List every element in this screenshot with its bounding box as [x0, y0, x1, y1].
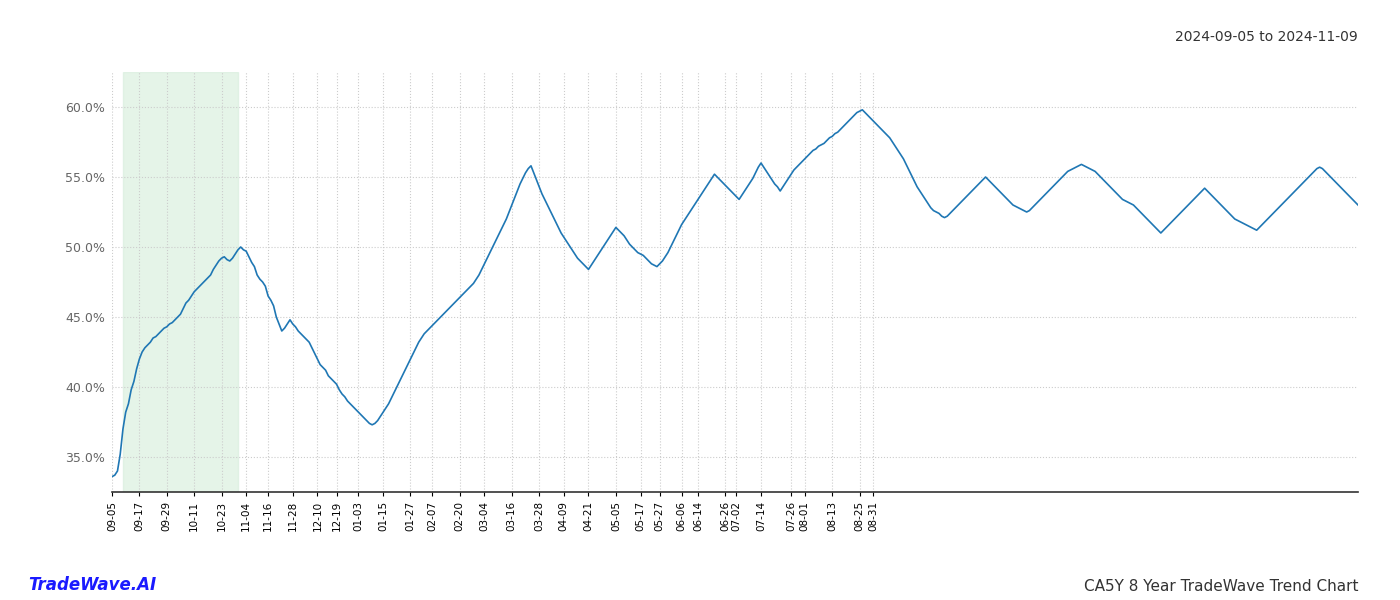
Text: CA5Y 8 Year TradeWave Trend Chart: CA5Y 8 Year TradeWave Trend Chart — [1084, 579, 1358, 594]
Bar — [123, 72, 238, 492]
Text: 2024-09-05 to 2024-11-09: 2024-09-05 to 2024-11-09 — [1175, 30, 1358, 44]
Text: TradeWave.AI: TradeWave.AI — [28, 576, 157, 594]
